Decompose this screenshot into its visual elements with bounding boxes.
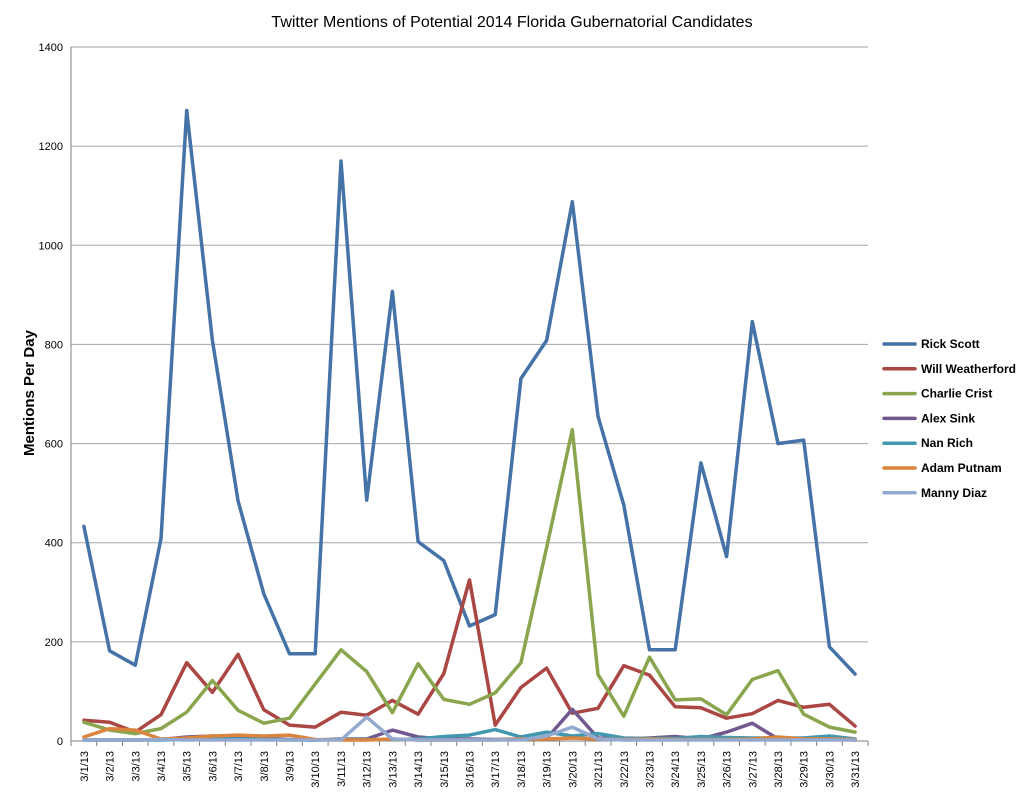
x-tick-label: 3/11/13 xyxy=(336,751,348,787)
y-tick-labels: 0 200 400 600 800 1000 1200 1400 xyxy=(39,42,63,748)
gridlines xyxy=(71,46,868,643)
legend-label: Adam Putnam xyxy=(921,461,1002,475)
x-tick-label: 3/2/13 xyxy=(105,751,117,782)
series-lines xyxy=(82,108,857,742)
x-tick-label: 3/6/13 xyxy=(207,751,219,782)
x-tick-label: 3/27/13 xyxy=(747,751,759,788)
y-tick-label: 600 xyxy=(45,439,63,451)
x-tick-label: 3/18/13 xyxy=(516,751,528,788)
x-tick-label: 3/30/13 xyxy=(824,751,836,788)
x-tick-label: 3/12/13 xyxy=(362,751,374,788)
y-tick-label: 0 xyxy=(57,736,63,748)
legend-label: Will Weatherford xyxy=(921,362,1016,376)
x-tick-label: 3/13/13 xyxy=(387,751,399,788)
legend: Rick Scott Will Weatherford Charlie Crist A… xyxy=(882,337,1016,500)
y-tick-label: 1000 xyxy=(39,240,63,252)
x-tick-label: 3/31/13 xyxy=(850,751,862,788)
x-tick-label: 3/8/13 xyxy=(259,751,271,782)
x-tick-label: 3/7/13 xyxy=(233,751,245,782)
legend-label: Nan Rich xyxy=(921,436,973,450)
x-tick-label: 3/17/13 xyxy=(490,751,502,788)
legend-label: Alex Sink xyxy=(921,411,975,425)
series-line-will-weatherford xyxy=(82,578,857,734)
x-tick-labels: 3/1/13 3/2/13 3/3/13 3/4/13 3/5/13 3/6/13 3/7/… xyxy=(79,751,862,788)
chart-title: Twitter Mentions of Potential 2014 Flori… xyxy=(271,14,752,31)
x-tick-label: 3/29/13 xyxy=(799,751,811,788)
legend-label: Charlie Crist xyxy=(921,387,992,401)
legend-label: Rick Scott xyxy=(921,337,980,351)
x-tick-label: 3/20/13 xyxy=(567,751,579,788)
x-tick-label: 3/4/13 xyxy=(156,751,168,782)
x-tick-label: 3/3/13 xyxy=(130,751,142,782)
x-tick-label: 3/19/13 xyxy=(542,751,554,788)
x-tick-label: 3/22/13 xyxy=(619,751,631,788)
series-line-manny-diaz xyxy=(82,715,857,742)
x-tick-label: 3/5/13 xyxy=(182,751,194,782)
y-tick-label: 1200 xyxy=(39,141,63,153)
x-tick-label: 3/10/13 xyxy=(310,751,322,788)
y-tick-label: 1400 xyxy=(39,42,63,54)
x-tick-label: 3/15/13 xyxy=(439,751,451,788)
y-axis-label: Mentions Per Day xyxy=(21,329,38,456)
x-tick-label: 3/9/13 xyxy=(285,751,297,782)
series-line-charlie-crist xyxy=(82,427,857,736)
x-tick-label: 3/23/13 xyxy=(644,751,656,788)
y-tick-label: 800 xyxy=(45,339,63,351)
x-tick-label: 3/26/13 xyxy=(722,751,734,788)
legend-label: Manny Diaz xyxy=(921,486,987,500)
x-tick-label: 3/1/13 xyxy=(79,751,91,782)
x-tick-label: 3/21/13 xyxy=(593,751,605,788)
x-tick-label: 3/16/13 xyxy=(465,751,477,788)
series-line-rick-scott xyxy=(82,108,857,676)
y-tick-label: 400 xyxy=(45,538,63,550)
x-tick-label: 3/25/13 xyxy=(696,751,708,788)
x-tick-label: 3/28/13 xyxy=(773,751,785,788)
x-tick-label: 3/24/13 xyxy=(670,751,682,788)
y-tick-label: 200 xyxy=(45,637,63,649)
x-tick-label: 3/14/13 xyxy=(413,751,425,788)
